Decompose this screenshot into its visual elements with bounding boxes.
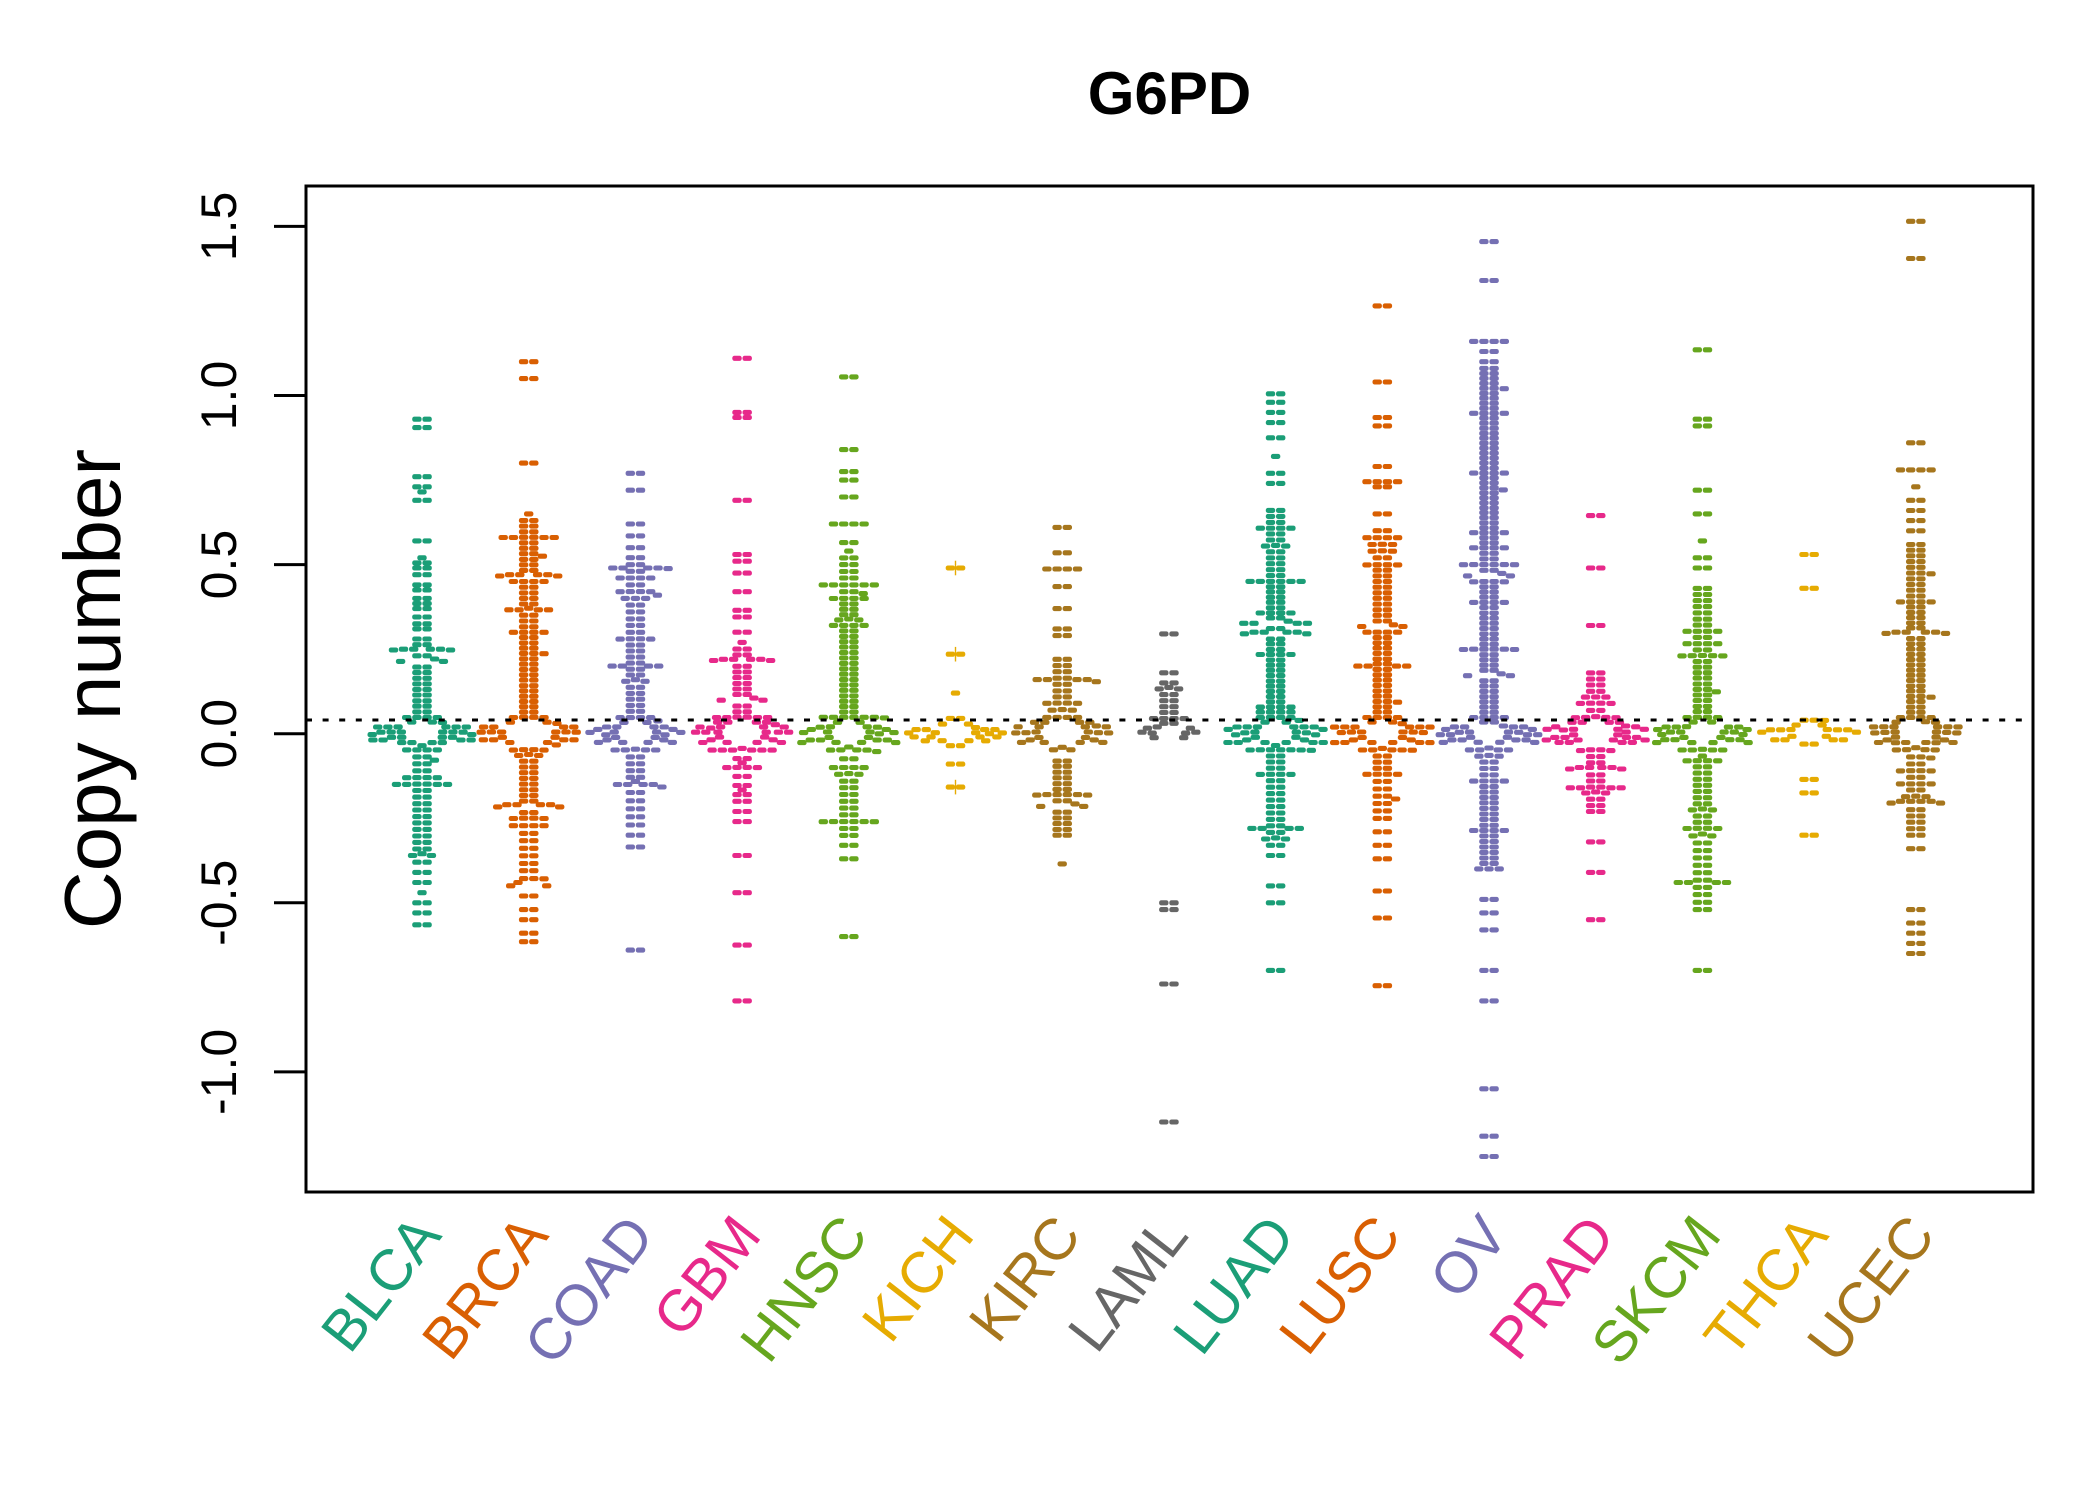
svg-text:1.0: 1.0 <box>191 361 247 431</box>
svg-text:-1.0: -1.0 <box>191 1029 247 1115</box>
svg-text:-0.5: -0.5 <box>191 860 247 946</box>
svg-text:Copy number: Copy number <box>48 449 137 929</box>
svg-text:0.5: 0.5 <box>191 530 247 600</box>
svg-text:G6PD: G6PD <box>1088 60 1251 127</box>
svg-text:0.0: 0.0 <box>191 699 247 769</box>
svg-text:1.5: 1.5 <box>191 192 247 262</box>
